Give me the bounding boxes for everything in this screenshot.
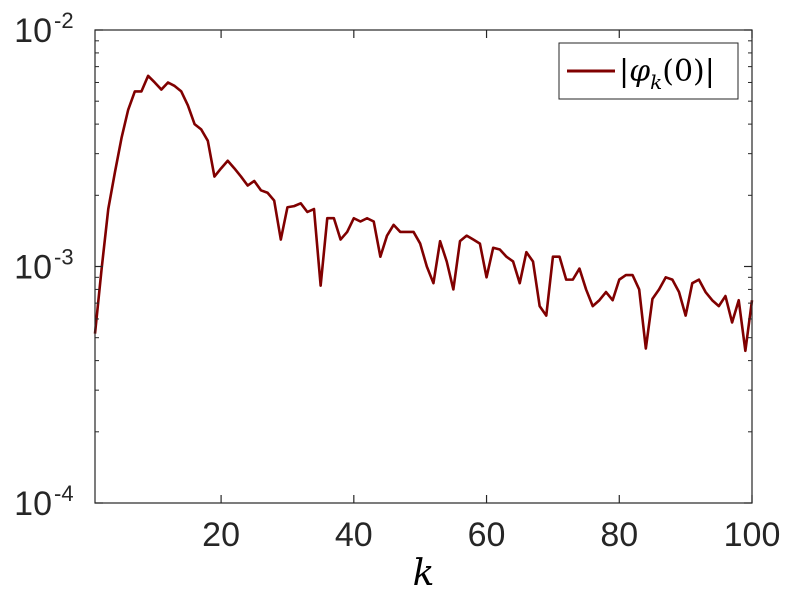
x-tick-label: 100	[724, 516, 781, 554]
x-tick-label: 40	[335, 516, 373, 554]
x-tick-label: 60	[468, 516, 506, 554]
x-tick-label: 20	[202, 516, 240, 554]
y-tick-exponent: -2	[54, 8, 74, 33]
series-layer	[93, 74, 754, 353]
legend-phi: φ	[629, 54, 650, 89]
y-tick-label: 10	[14, 12, 52, 50]
y-tick-exponent: -4	[54, 481, 74, 506]
y-tick-exponent: -3	[54, 245, 74, 270]
legend-entry: |φk(0)|	[619, 54, 715, 94]
legend-subscript: k	[650, 70, 662, 94]
y-tick-label: 10	[14, 249, 52, 287]
y-tick-label: 10	[14, 485, 52, 523]
series-line	[93, 74, 754, 353]
legend-bar-left: |	[619, 54, 629, 89]
y-tick-base: 10	[14, 12, 52, 50]
legend-box	[558, 42, 739, 100]
x-axis-label: k	[413, 553, 435, 594]
y-tick-base: 10	[14, 485, 52, 523]
legend-arg: (0)|	[662, 54, 715, 89]
x-tick-label: 80	[600, 516, 638, 554]
legend: |φk(0)|	[558, 42, 739, 100]
y-tick-base: 10	[14, 249, 52, 287]
